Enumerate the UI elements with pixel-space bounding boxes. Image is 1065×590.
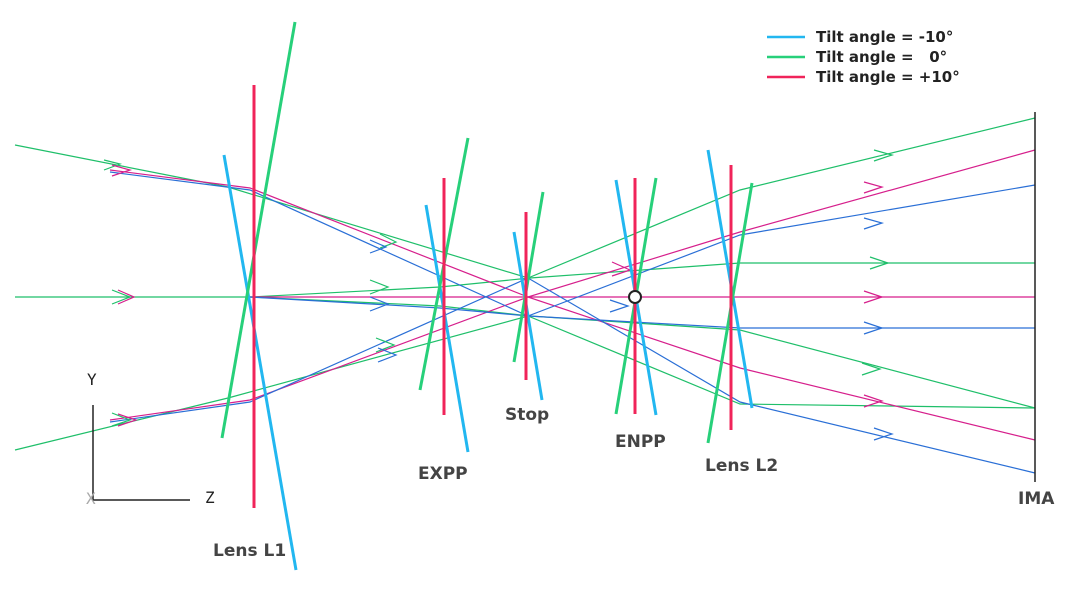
legend: Tilt angle = -10° Tilt angle = 0° Tilt a… xyxy=(767,28,960,86)
element-lines xyxy=(220,21,1036,571)
legend-label-pos10: Tilt angle = +10° xyxy=(816,68,960,86)
arrow-marker xyxy=(103,159,123,171)
arrow-marker xyxy=(609,299,630,313)
coordinate-axes: Y Z X xyxy=(86,370,215,508)
ray-green-axis xyxy=(15,262,1035,298)
label-stop: Stop xyxy=(505,405,549,425)
label-expp: EXPP xyxy=(418,464,468,484)
z-axis-label: Z xyxy=(205,488,215,507)
arrow-marker xyxy=(377,347,398,363)
enpp-center-marker xyxy=(628,290,642,304)
label-lens-l1: Lens L1 xyxy=(213,541,286,561)
arrow-marker xyxy=(369,239,388,254)
lens-l1-green xyxy=(220,21,297,439)
expp-blue xyxy=(424,204,470,453)
ray-green-axis-lower xyxy=(249,296,1036,409)
arrow-marker xyxy=(379,233,398,249)
label-lens-l2: Lens L2 xyxy=(705,456,778,476)
ray-arrow-group xyxy=(103,149,895,441)
label-ima: IMA xyxy=(1018,489,1055,509)
arrow-marker xyxy=(869,256,890,270)
lens-l1-blue xyxy=(222,154,298,571)
stop-blue xyxy=(512,231,544,401)
arrow-marker xyxy=(111,412,132,427)
arrow-marker xyxy=(861,362,882,376)
legend-label-zero: Tilt angle = 0° xyxy=(816,48,947,66)
x-axis-label: X xyxy=(86,489,96,508)
arrow-marker xyxy=(873,149,895,162)
arrow-marker xyxy=(863,290,884,304)
arrow-marker xyxy=(111,289,132,305)
arrow-marker xyxy=(863,217,885,230)
ray-blue-bottom xyxy=(109,277,1036,474)
arrow-marker xyxy=(369,279,390,295)
legend-label-neg10: Tilt angle = -10° xyxy=(816,28,953,46)
label-enpp: ENPP xyxy=(615,432,666,452)
arrow-marker xyxy=(863,394,884,408)
arrow-marker xyxy=(873,427,894,441)
ray-magenta-bottom xyxy=(109,296,1036,441)
arrow-marker xyxy=(863,321,884,335)
arrow-marker xyxy=(117,413,138,427)
arrow-marker xyxy=(111,164,133,177)
arrow-marker xyxy=(117,289,136,305)
arrow-marker xyxy=(863,181,885,194)
y-axis-label: Y xyxy=(87,370,97,389)
stop-green xyxy=(512,191,545,363)
arrow-marker xyxy=(369,296,390,312)
